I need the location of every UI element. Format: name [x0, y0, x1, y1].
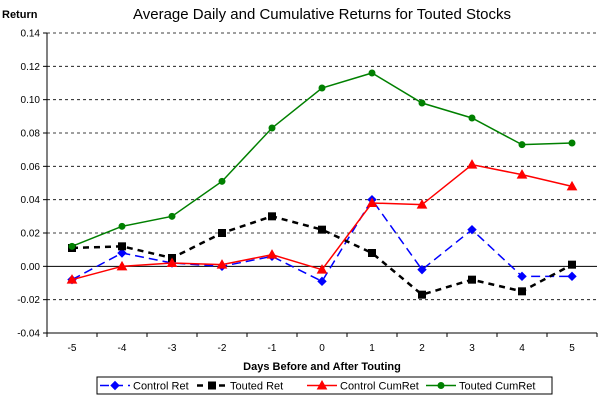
- x-axis-label: Days Before and After Touting: [243, 361, 401, 373]
- touted-cumret-marker: [318, 84, 326, 92]
- legend-touted-ret-marker: [208, 381, 216, 390]
- y-tick-label: 0.08: [21, 129, 41, 140]
- x-tick-label: 2: [419, 343, 425, 354]
- touted-cumret-marker: [68, 242, 76, 250]
- control-cumret-marker: [566, 180, 578, 191]
- grid-lines: [47, 32, 597, 301]
- touted-cumret-marker: [468, 114, 476, 122]
- touted-cumret-marker: [268, 124, 276, 132]
- touted-ret-marker: [368, 249, 376, 257]
- control-ret-marker: [417, 264, 427, 275]
- legend-item-touted-cumret: Touted CumRet: [426, 381, 535, 393]
- legend-label: Control CumRet: [340, 381, 419, 393]
- control-cumret-marker: [166, 257, 178, 267]
- y-tick-label: 0.00: [21, 262, 41, 273]
- touted-cumret-line: [71, 72, 573, 248]
- legend-control-ret-marker: [110, 380, 120, 391]
- legend-control-cumret-marker: [316, 379, 328, 390]
- y-tick-label: -0.02: [17, 295, 40, 306]
- touted-ret-marker: [518, 287, 526, 296]
- touted-cumret-marker: [518, 141, 526, 149]
- axes: -0.04 -0.02 0.00 0.02 0.04 0.06 0.08 0.10 0.12 0.…: [17, 29, 598, 354]
- legend-label: Touted CumRet: [459, 381, 535, 393]
- y-tick-label: 0.12: [21, 62, 41, 73]
- control-ret-marker: [117, 248, 127, 258]
- x-tick-label: -1: [268, 343, 277, 354]
- y-axis-label: Return: [2, 9, 38, 21]
- control-ret-marker: [467, 224, 477, 235]
- chart-title: Average Daily and Cumulative Returns for…: [133, 6, 511, 23]
- legend-item-control-ret: Control Ret: [100, 381, 189, 393]
- control-cumret-marker: [116, 260, 128, 271]
- control-cumret-marker: [466, 159, 478, 169]
- control-cumret-line: [71, 163, 573, 281]
- touted-cumret-marker: [168, 212, 176, 220]
- touted-cumret-marker: [118, 222, 126, 230]
- control-ret-marker: [567, 271, 577, 282]
- y-tick-label: 0.04: [21, 195, 41, 206]
- legend-item-control-cumret: Control CumRet: [307, 379, 419, 393]
- x-tick-label: 5: [569, 343, 575, 354]
- touted-ret-marker: [318, 225, 326, 234]
- legend-label: Control Ret: [133, 381, 189, 393]
- control-ret-marker: [517, 271, 527, 282]
- control-cumret-marker: [366, 197, 378, 207]
- touted-ret-line: [71, 215, 573, 297]
- y-tick-label: 0.10: [21, 95, 41, 106]
- touted-ret-marker: [418, 290, 426, 299]
- touted-ret-marker: [568, 260, 576, 269]
- legend-touted-cumret-marker: [437, 382, 445, 389]
- touted-ret-marker: [118, 242, 126, 251]
- touted-ret-marker: [468, 275, 476, 284]
- y-tick-label: 0.14: [21, 29, 41, 40]
- touted-cumret-marker: [568, 139, 576, 147]
- y-tick-label: 0.02: [21, 229, 41, 240]
- control-cumret-marker: [266, 249, 278, 259]
- y-tick-label: -0.04: [17, 329, 40, 340]
- x-tick-label: -3: [168, 343, 177, 354]
- touted-cumret-marker: [218, 177, 226, 185]
- touted-ret-marker: [218, 229, 226, 237]
- x-tick-label: 0: [319, 343, 325, 354]
- x-tick-label: 1: [369, 343, 375, 354]
- control-cumret-marker: [66, 274, 78, 284]
- x-tick-label: -5: [68, 343, 77, 354]
- series-touted-cumret: [68, 69, 576, 250]
- control-cumret-marker: [216, 259, 228, 269]
- control-ret-line: [71, 198, 572, 283]
- touted-cumret-marker: [368, 69, 376, 77]
- x-tick-label: 4: [519, 343, 525, 354]
- x-tick-label: -2: [218, 343, 227, 354]
- series-lines: [66, 69, 578, 299]
- y-tick-label: 0.06: [21, 162, 41, 173]
- x-tick-label: 3: [469, 343, 475, 354]
- control-ret-marker: [317, 276, 327, 287]
- control-cumret-marker: [316, 264, 328, 274]
- control-cumret-marker: [516, 169, 528, 179]
- series-control-cumret: [66, 159, 578, 284]
- legend-label: Touted Ret: [230, 381, 283, 393]
- touted-cumret-marker: [418, 99, 426, 107]
- x-tick-label: -4: [118, 343, 127, 354]
- legend-item-touted-ret: Touted Ret: [197, 381, 283, 393]
- legend: Control Ret Touted Ret Control CumRet Toute…: [96, 376, 553, 395]
- touted-ret-marker: [268, 212, 276, 221]
- control-cumret-marker: [416, 199, 428, 209]
